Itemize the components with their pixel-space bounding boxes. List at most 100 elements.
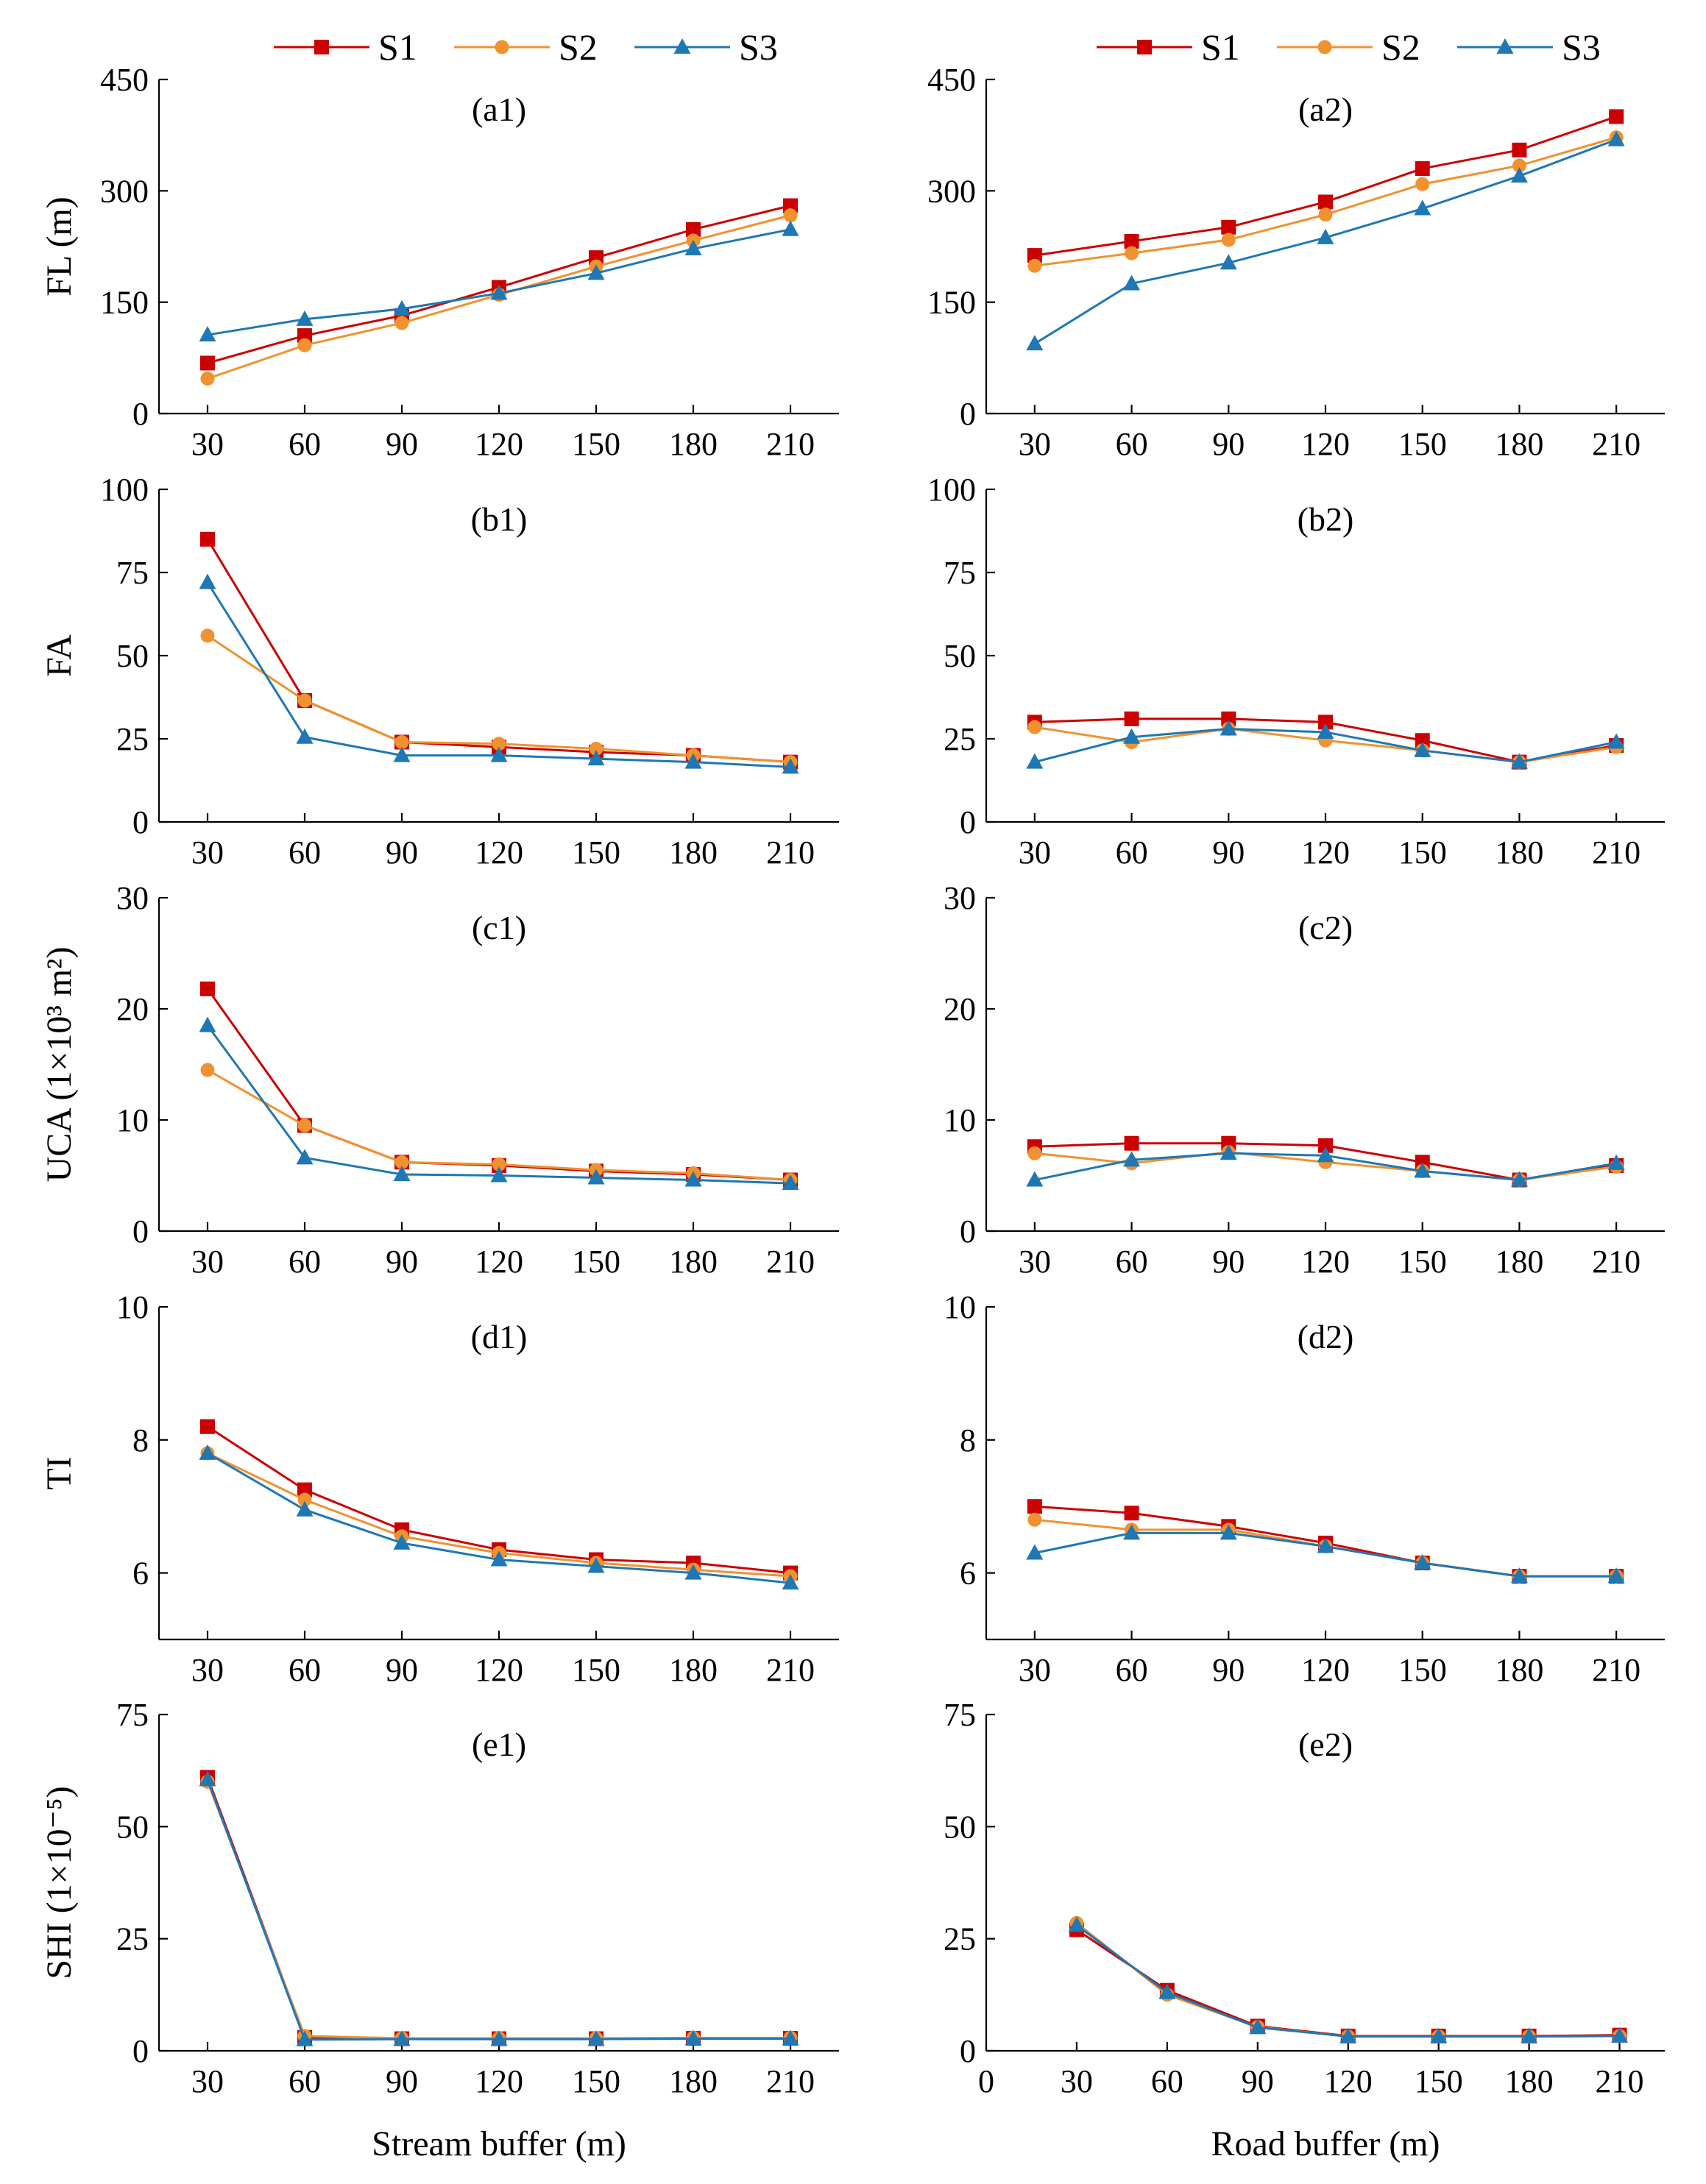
data-point (1512, 158, 1526, 173)
y-tick-label: 100 (927, 472, 976, 508)
x-tick-label: 150 (1415, 2063, 1463, 2099)
axes-a2: 0 150 300 450 30 60 90 120 150 180 210 (927, 62, 1665, 462)
y-tick-label: 20 (116, 991, 149, 1027)
data-point (1318, 194, 1333, 210)
x-axis-label: Road buffer (m) (1211, 2124, 1440, 2163)
series-S3 (199, 220, 799, 342)
axes-c2: 0 10 20 30 30 60 90 120 150 180 210 (944, 880, 1665, 1280)
series-S1 (200, 981, 798, 1188)
data-point (393, 299, 411, 316)
x-tick-label: 120 (475, 1652, 523, 1688)
data-point (1125, 246, 1139, 260)
x-axis-label: Stream buffer (m) (372, 2124, 626, 2163)
y-axis-label: FA (40, 634, 79, 677)
x-tick-label: 210 (1596, 2063, 1644, 2099)
y-tick-label: 0 (132, 2033, 149, 2069)
data-point (1607, 130, 1625, 146)
data-point (1027, 1146, 1042, 1160)
data-point (587, 2030, 605, 2046)
data-point (1414, 199, 1431, 216)
x-tick-label: 210 (766, 834, 815, 871)
data-point (490, 284, 508, 300)
y-tick-label: 8 (132, 1422, 149, 1458)
data-point (297, 693, 312, 708)
panel-c1: 0 10 20 30 30 60 90 120 150 180 210 (c1) UCA (1×10³ … (40, 880, 839, 1280)
data-point (200, 355, 215, 371)
data-point (297, 338, 312, 352)
y-tick-label: 6 (960, 1556, 976, 1592)
legend-marker (314, 40, 329, 54)
x-tick-label: 210 (766, 1652, 815, 1688)
x-tick-label: 30 (1019, 834, 1051, 871)
data-point (1510, 1171, 1528, 1187)
data-point (1510, 167, 1528, 183)
x-tick-label: 90 (386, 1652, 418, 1688)
data-point (393, 1534, 411, 1550)
data-point (490, 1550, 508, 1567)
x-tick-label: 60 (1116, 1244, 1148, 1280)
x-tick-label: 150 (1398, 834, 1447, 871)
x-tick-label: 90 (386, 834, 418, 871)
legend-item-S1: S1 (1097, 26, 1240, 68)
x-tick-label: 180 (669, 426, 718, 462)
series-S1 (200, 198, 798, 371)
panel-title: (d1) (471, 1318, 528, 1355)
panel-title: (c2) (1298, 909, 1353, 946)
x-tick-label: 180 (669, 2063, 718, 2099)
series-S1 (1027, 109, 1624, 263)
x-tick-label: 150 (1398, 1652, 1447, 1688)
x-tick-label: 210 (1592, 426, 1640, 462)
x-tick-label: 60 (289, 426, 321, 462)
legend-label: S3 (739, 26, 778, 68)
y-tick-label: 0 (132, 396, 149, 432)
x-tick-label: 120 (475, 2063, 523, 2099)
data-point (684, 240, 702, 256)
y-tick-label: 450 (100, 62, 149, 98)
legend-label: S1 (1201, 26, 1240, 68)
axes-a1: 0 150 300 450 30 60 90 120 150 180 210 (100, 62, 839, 462)
y-axis-label: SHI (1×10⁻⁵) (40, 1786, 79, 1979)
data-point (394, 316, 409, 330)
data-point (684, 1171, 702, 1187)
x-tick-label: 90 (1212, 834, 1245, 871)
data-point (1124, 1506, 1139, 1521)
data-point (200, 1063, 215, 1077)
y-tick-label: 25 (116, 721, 149, 757)
legend-item-S1: S1 (274, 26, 417, 68)
axes-b2: 0 25 50 75 100 30 60 90 120 150 180 210 (927, 472, 1665, 871)
x-tick-label: 120 (475, 834, 523, 871)
data-point (587, 264, 605, 280)
data-point (1221, 233, 1236, 247)
y-tick-label: 25 (944, 721, 976, 757)
y-axis-label: FL (m) (40, 196, 79, 297)
data-point (297, 328, 312, 344)
x-tick-label: 30 (191, 1652, 224, 1688)
data-point (1158, 1983, 1176, 1999)
legend-right: S1 S2 S3 (1097, 26, 1601, 68)
y-tick-label: 8 (960, 1422, 976, 1458)
y-tick-label: 0 (960, 396, 976, 432)
y-tick-label: 0 (132, 804, 149, 840)
data-point (1414, 1554, 1431, 1570)
x-tick-label: 180 (669, 1244, 718, 1280)
series-line (206, 1776, 790, 2041)
data-point (393, 2030, 411, 2046)
y-tick-label: 150 (100, 285, 149, 321)
y-tick-label: 100 (100, 472, 149, 508)
y-tick-label: 50 (944, 1809, 976, 1845)
x-tick-label: 60 (289, 2063, 321, 2099)
legend-marker (1317, 40, 1332, 54)
panel-title: (e1) (472, 1726, 526, 1763)
y-tick-label: 10 (944, 1289, 976, 1325)
y-tick-label: 75 (116, 555, 149, 591)
x-tick-label: 150 (1398, 426, 1447, 462)
y-tick-label: 0 (960, 2033, 976, 2069)
legend-item-S2: S2 (454, 26, 598, 68)
series-line (1076, 1924, 1620, 2038)
legend-item-S2: S2 (1277, 26, 1420, 68)
panel-title: (e2) (1298, 1726, 1353, 1763)
y-axis-label: TI (40, 1456, 79, 1489)
panel-a2: 0 150 300 450 30 60 90 120 150 180 210 (a2) (927, 62, 1665, 462)
data-point (1430, 2027, 1448, 2043)
x-tick-label: 150 (572, 1244, 620, 1280)
